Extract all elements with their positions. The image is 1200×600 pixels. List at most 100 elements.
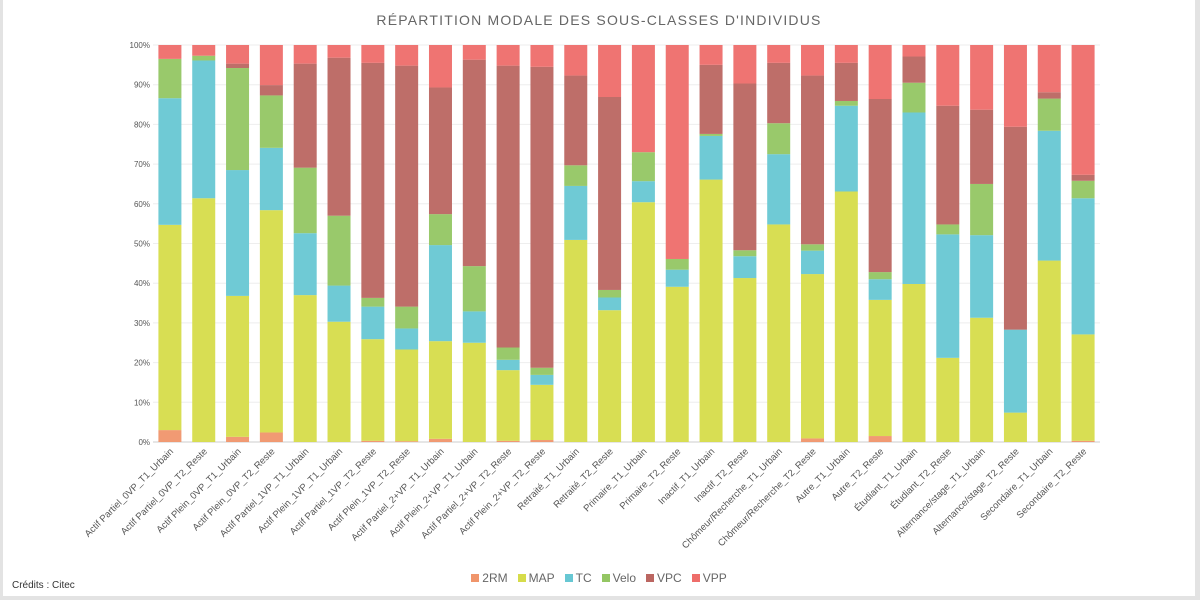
bar-segment-vpc xyxy=(733,83,757,251)
bar-segment-vpp xyxy=(970,45,994,110)
bar-segment-vpc xyxy=(327,57,351,216)
bar-segment-map xyxy=(462,342,486,442)
bar-segment-map xyxy=(428,341,452,439)
legend-swatch xyxy=(564,574,573,582)
bar-segment-vpc xyxy=(1003,126,1027,330)
bar-segment-tc xyxy=(801,250,825,275)
bar-segment-map xyxy=(733,278,757,442)
bar-segment-vpp xyxy=(259,45,283,86)
bar-segment-vpc xyxy=(462,59,486,267)
bar-segment-velo xyxy=(902,82,926,113)
bar-segment-tc xyxy=(902,112,926,284)
legend-item[interactable]: TC xyxy=(564,571,592,585)
bar-segment-vpp xyxy=(902,45,926,57)
bar-segment-map xyxy=(801,274,825,439)
legend-item[interactable]: VPC xyxy=(646,571,682,585)
legend-label: MAP xyxy=(528,571,555,585)
bar-segment-velo xyxy=(361,297,385,307)
bar-segment-tc xyxy=(428,245,452,342)
bar-segment-vpc xyxy=(868,98,892,273)
legend-label: VPC xyxy=(657,571,682,585)
bar-segment-velo xyxy=(767,123,791,155)
bar-segment-map xyxy=(631,202,655,442)
bar-segment-2rm xyxy=(868,436,892,442)
bar-segment-velo xyxy=(530,367,554,375)
bar-segment-vpp xyxy=(395,45,419,66)
x-tick-label: Étudiant_T2_Reste xyxy=(889,446,954,511)
bar-segment-map xyxy=(767,224,791,442)
bar-segment-2rm xyxy=(530,440,554,442)
bar-segment-tc xyxy=(665,269,689,287)
bar-segment-vpc xyxy=(936,105,960,225)
bar-segment-map xyxy=(598,310,622,442)
bar-segment-map xyxy=(327,321,351,442)
bar-segment-velo xyxy=(665,258,689,270)
bar-segment-tc xyxy=(1003,329,1027,413)
bar-segment-velo xyxy=(733,250,757,257)
bar-segment-map xyxy=(395,349,419,442)
bar-segment-vpp xyxy=(158,45,182,59)
bar-segment-vpp xyxy=(361,45,385,63)
legend-item[interactable]: 2RM xyxy=(471,571,508,585)
bar-segment-tc xyxy=(226,170,250,296)
legend-item[interactable]: VPP xyxy=(691,571,727,585)
y-tick-label: 80% xyxy=(134,120,150,129)
bar-segment-vpc xyxy=(361,62,385,298)
bar-segment-map xyxy=(936,357,960,442)
legend-item[interactable]: MAP xyxy=(517,571,555,585)
x-tick-label: Primaire_T1_Urbain xyxy=(582,446,650,514)
legend: 2RM MAP TC Velo VPC VPP xyxy=(3,571,1195,585)
bar-segment-vpp xyxy=(598,45,622,98)
y-tick-label: 0% xyxy=(138,438,150,447)
bar-segment-vpp xyxy=(1003,45,1027,127)
bar-segment-velo xyxy=(1071,180,1095,199)
bar-segment-vpp xyxy=(767,45,791,63)
legend-item[interactable]: Velo xyxy=(601,571,636,585)
bar-segment-velo xyxy=(496,347,520,360)
bar-segment-vpp xyxy=(834,45,858,63)
bar-segment-vpc xyxy=(801,75,825,245)
bar-segment-tc xyxy=(733,256,757,279)
bar-segment-vpp xyxy=(226,45,250,64)
bar-segment-vpp xyxy=(327,45,351,58)
bar-segment-2rm xyxy=(259,432,283,442)
bar-segment-velo xyxy=(395,306,419,329)
bar-segment-vpp xyxy=(1071,45,1095,175)
chart-title: RÉPARTITION MODALE DES SOUS-CLASSES D'IN… xyxy=(376,12,822,28)
bar-segment-vpc xyxy=(293,63,317,168)
bar-segment-vpc xyxy=(259,85,283,96)
bar-segment-map xyxy=(530,384,554,441)
chart-frame: RÉPARTITION MODALE DES SOUS-CLASSES D'IN… xyxy=(3,0,1195,596)
bar-segment-tc xyxy=(293,233,317,296)
bar-segment-vpc xyxy=(564,75,588,166)
legend-swatch xyxy=(646,574,654,582)
bar-segment-tc xyxy=(158,98,182,225)
x-tick-label: Retraité_T1_Urbain xyxy=(515,446,581,512)
bar-segment-velo xyxy=(868,272,892,280)
bar-segment-tc xyxy=(564,185,588,240)
bar-segment-velo xyxy=(564,165,588,186)
legend-label: TC xyxy=(575,571,592,585)
bar-segment-tc xyxy=(462,311,486,343)
bar-segment-tc xyxy=(631,181,655,203)
bar-segment-2rm xyxy=(361,440,385,442)
bar-segment-2rm xyxy=(226,436,250,442)
bar-segment-vpp xyxy=(564,45,588,76)
bar-segment-map xyxy=(1037,260,1061,442)
bar-segment-vpp xyxy=(428,45,452,88)
legend-swatch xyxy=(691,574,700,582)
bar-segment-tc xyxy=(936,234,960,358)
y-tick-label: 40% xyxy=(134,279,150,288)
bar-segment-vpc xyxy=(1071,174,1095,181)
y-tick-label: 30% xyxy=(134,319,150,328)
stacked-bar-chart: 0%10%20%30%40%50%60%70%80%90%100%Actif P… xyxy=(83,41,1100,551)
bar-segment-map xyxy=(834,191,858,442)
bar-segment-map xyxy=(259,210,283,433)
bar-segment-tc xyxy=(496,359,520,371)
y-tick-label: 20% xyxy=(134,359,150,368)
bar-segment-velo xyxy=(936,224,960,235)
bar-segment-vpp xyxy=(699,45,723,65)
bar-segment-map xyxy=(1071,334,1095,441)
bar-segment-tc xyxy=(395,328,419,350)
bar-segment-vpc xyxy=(970,109,994,184)
